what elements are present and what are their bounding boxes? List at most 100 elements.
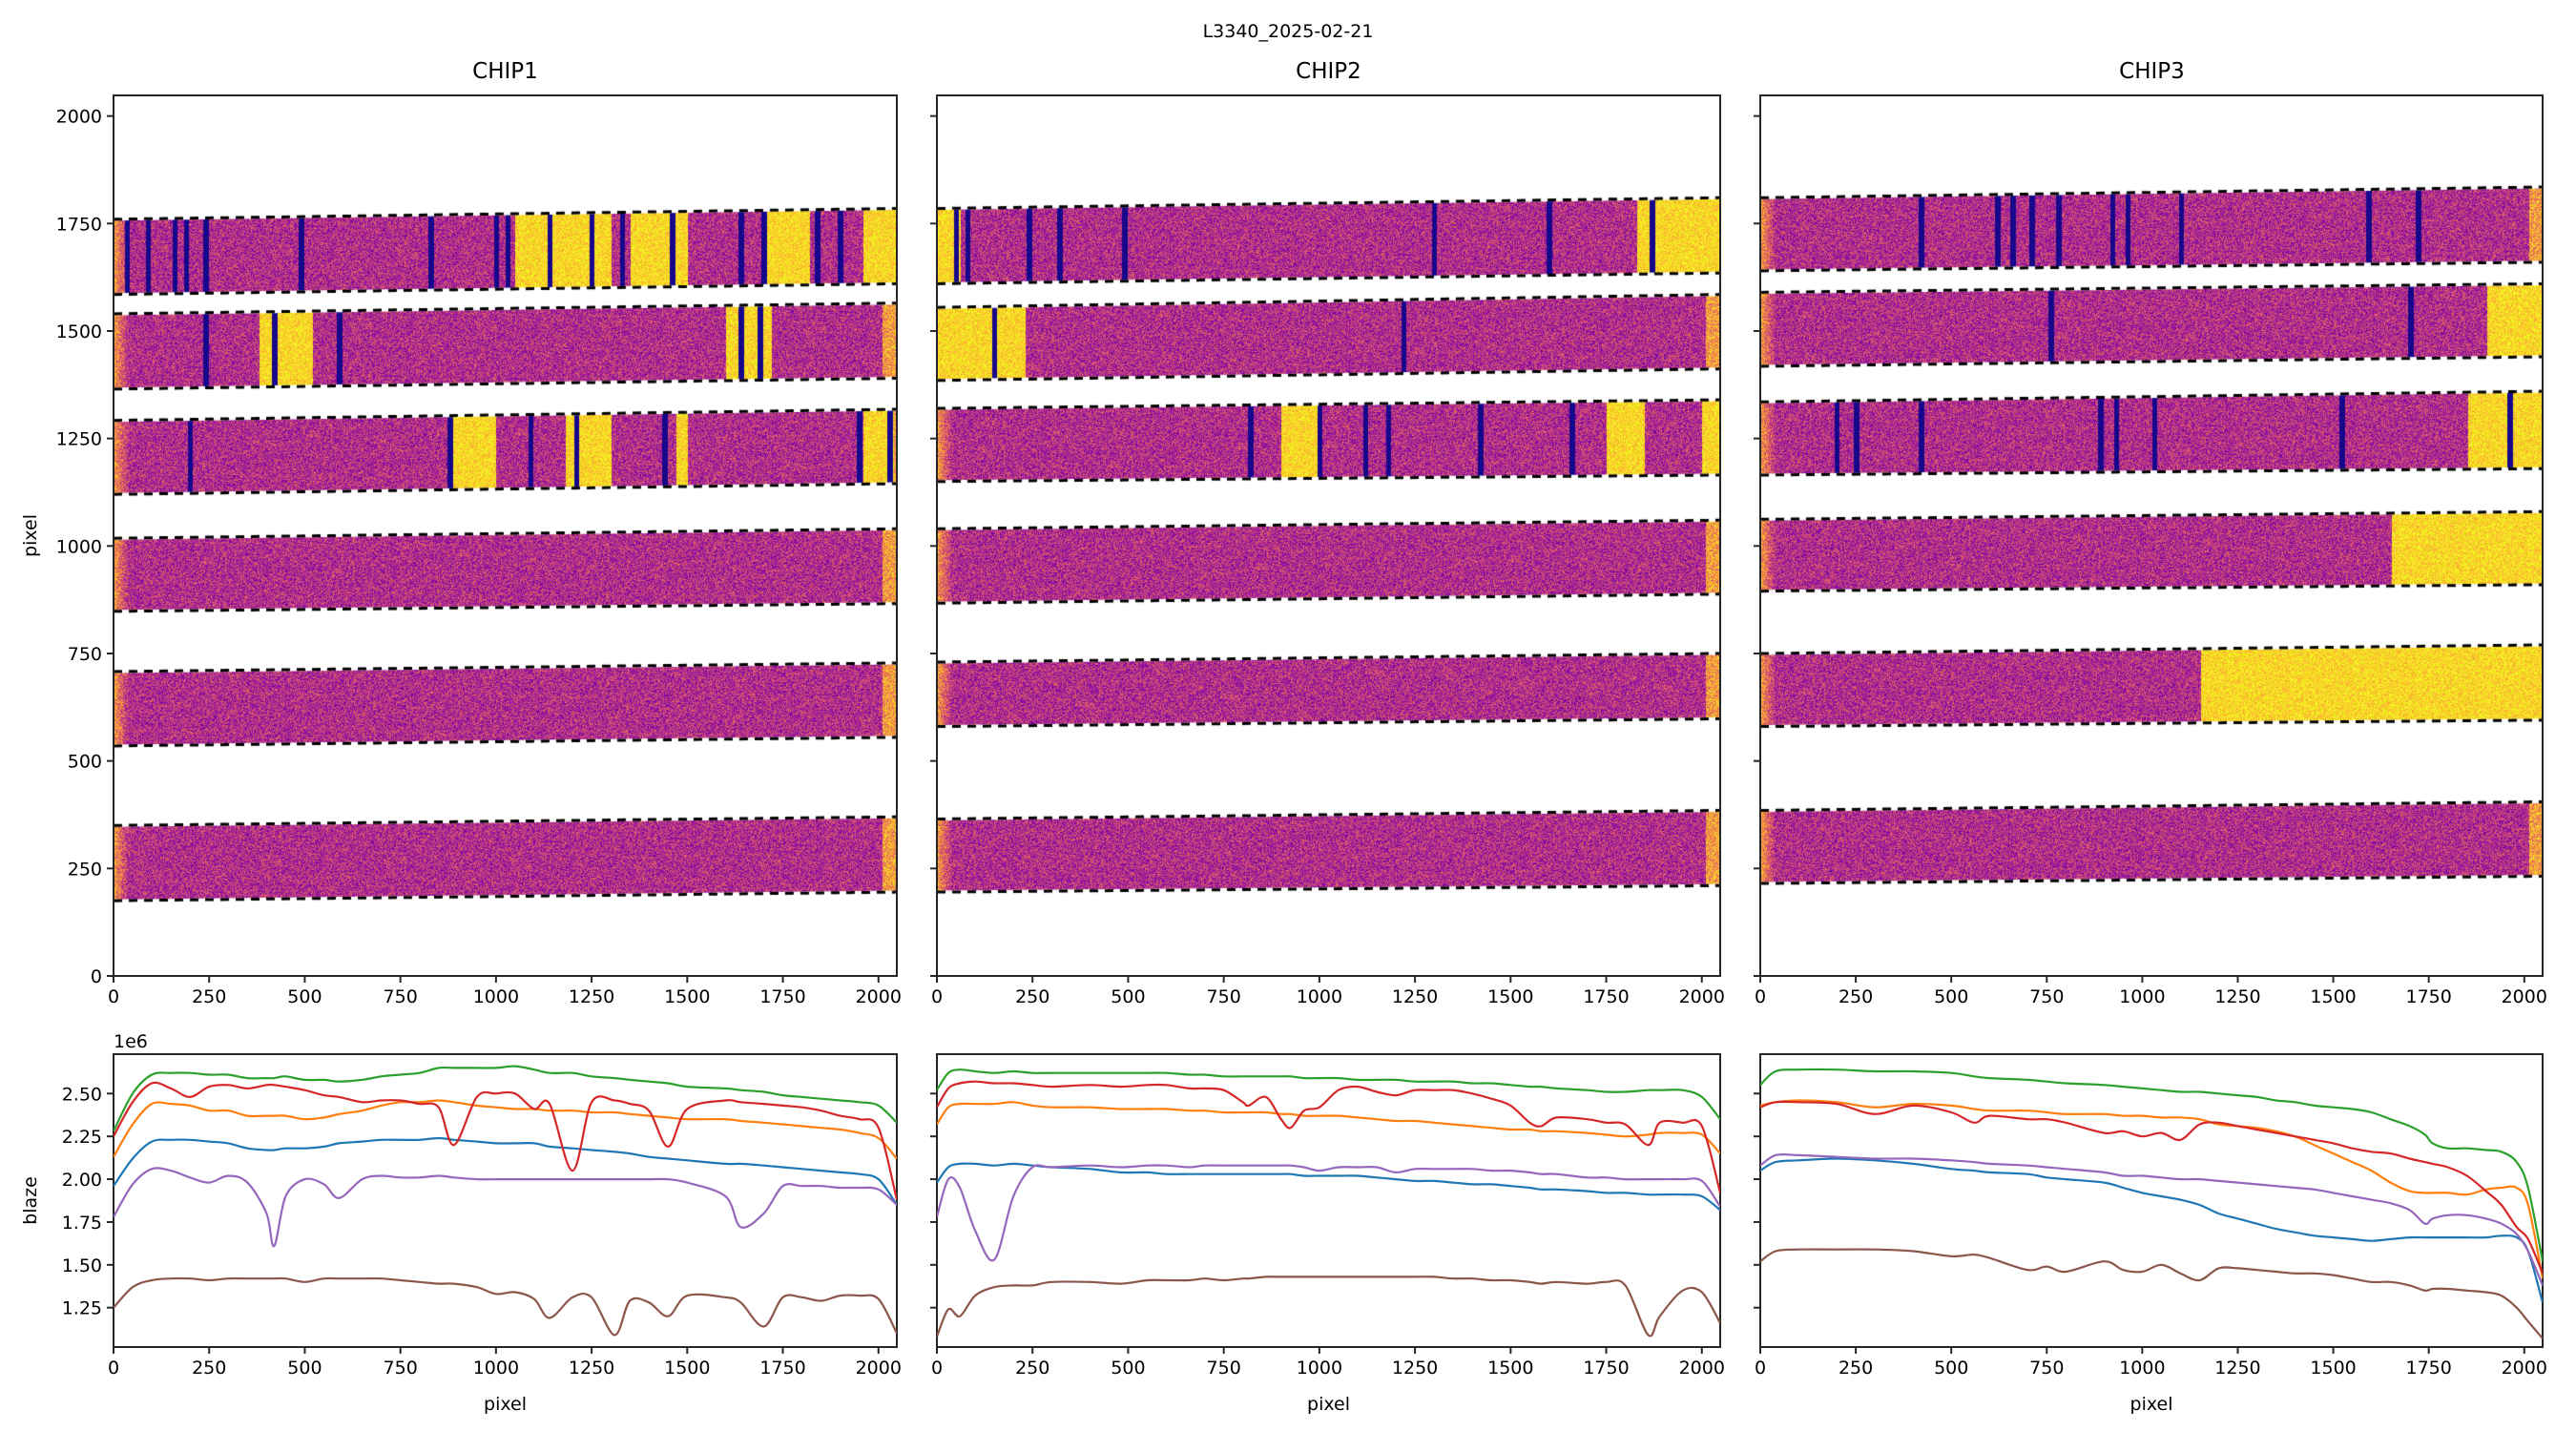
top-y-axis-label: pixel (20, 514, 41, 557)
figure-suptitle: L3340_2025-02-21 (1202, 21, 1374, 42)
x-tick-label: 2000 (2502, 986, 2547, 1007)
x-tick-label: 500 (1111, 986, 1145, 1007)
blaze-line-chip1-order1 (114, 1136, 897, 1206)
blaze-line-chip2-order3 (937, 1068, 1720, 1120)
chip2-title: CHIP2 (1296, 59, 1361, 84)
x-tick-label: 500 (1111, 1358, 1145, 1379)
x-tick-label: 1500 (664, 1358, 710, 1379)
y-tick-label: 1500 (56, 321, 102, 342)
x-tick-label: 750 (2029, 986, 2064, 1007)
x-tick-label: 1500 (1487, 1358, 1533, 1379)
x-tick-label: 0 (931, 1358, 943, 1379)
bottom-x-axis-label-1: pixel (484, 1394, 527, 1415)
x-tick-label: 1500 (2310, 986, 2356, 1007)
blaze-line-chip3-order1 (1760, 1157, 2543, 1303)
blaze-line-chip3-order6 (1760, 1248, 2543, 1339)
x-tick-label: 0 (1755, 986, 1766, 1007)
blaze-line-chip1-order3 (114, 1065, 897, 1132)
x-tick-label: 0 (108, 1358, 119, 1379)
bottom-axes-frame-2 (936, 1053, 1721, 1348)
blaze-line-chip3-order5 (1760, 1152, 2543, 1286)
bottom-y-axis-label: blaze (20, 1176, 41, 1225)
blaze-line-chip3-order4 (1760, 1100, 2543, 1275)
y-tick-label: 1.75 (62, 1213, 102, 1234)
bottom-x-axis-label-3: pixel (2130, 1394, 2173, 1415)
y-tick-label: 2000 (56, 107, 102, 128)
blaze-line-chip1-order4 (114, 1081, 897, 1200)
blaze-line-chip2-order6 (937, 1275, 1720, 1338)
x-tick-label: 750 (1207, 1358, 1241, 1379)
x-tick-label: 250 (192, 986, 226, 1007)
x-tick-label: 1250 (1392, 1358, 1438, 1379)
x-tick-label: 250 (1839, 1358, 1873, 1379)
x-tick-label: 0 (931, 986, 943, 1007)
chip3-title: CHIP3 (2119, 59, 2185, 84)
y-tick-label: 1000 (56, 536, 102, 557)
blaze-line-chip2-order4 (937, 1080, 1720, 1193)
top-axes-frame-3 (1759, 94, 2544, 977)
bottom-x-axis-label-2: pixel (1307, 1394, 1350, 1415)
x-tick-label: 500 (1934, 1358, 1968, 1379)
x-tick-label: 1750 (759, 1358, 805, 1379)
top-axes-frame-1 (113, 94, 898, 977)
x-tick-label: 2000 (856, 986, 902, 1007)
blaze-line-chip1-order5 (114, 1167, 897, 1248)
x-tick-label: 750 (1207, 986, 1241, 1007)
x-tick-label: 1250 (569, 986, 614, 1007)
chip3-spectrum-image (1760, 95, 2544, 976)
x-tick-label: 1000 (473, 986, 519, 1007)
y-tick-label: 0 (91, 966, 102, 987)
y-tick-label: 1.25 (62, 1298, 102, 1319)
x-tick-label: 500 (1934, 986, 1968, 1007)
chip2-spectrum-image (937, 95, 1720, 976)
y-tick-label: 2.25 (62, 1127, 102, 1148)
x-tick-label: 2000 (2502, 1358, 2547, 1379)
y-tick-label: 500 (68, 752, 102, 773)
x-tick-label: 750 (2029, 1358, 2064, 1379)
y-tick-label: 1250 (56, 429, 102, 450)
x-tick-label: 250 (1015, 1358, 1049, 1379)
blaze-line-chip1-order2 (114, 1099, 897, 1160)
blaze-line-chip2-order1 (937, 1162, 1720, 1212)
x-tick-label: 1250 (2214, 986, 2260, 1007)
blaze-line-chip3-order3 (1760, 1068, 2543, 1262)
x-tick-label: 2000 (1679, 986, 1725, 1007)
x-tick-label: 0 (108, 986, 119, 1007)
x-tick-label: 1500 (1487, 986, 1533, 1007)
x-tick-label: 250 (1015, 986, 1049, 1007)
x-tick-label: 1500 (664, 986, 710, 1007)
chip1-title: CHIP1 (472, 59, 538, 84)
y-tick-label: 2.50 (62, 1084, 102, 1105)
x-tick-label: 1000 (2119, 1358, 2165, 1379)
top-axes-frame-2 (936, 94, 1721, 977)
x-tick-label: 1500 (2310, 1358, 2356, 1379)
y-tick-label: 1.50 (62, 1255, 102, 1276)
x-tick-label: 1000 (2119, 986, 2165, 1007)
x-tick-label: 1750 (2406, 986, 2452, 1007)
blaze-line-chip3-order2 (1760, 1099, 2543, 1279)
y-tick-label: 1750 (56, 214, 102, 235)
chip1-spectrum-image (114, 95, 897, 976)
x-tick-label: 1000 (473, 1358, 519, 1379)
x-tick-label: 1250 (569, 1358, 614, 1379)
bottom-axes-frame-1 (113, 1053, 898, 1348)
y-tick-label: 2.00 (62, 1170, 102, 1191)
x-tick-label: 1250 (1392, 986, 1438, 1007)
x-tick-label: 1000 (1297, 986, 1342, 1007)
y-tick-label: 750 (68, 644, 102, 665)
x-tick-label: 1250 (2214, 1358, 2260, 1379)
x-tick-label: 0 (1755, 1358, 1766, 1379)
x-tick-label: 500 (287, 986, 322, 1007)
x-tick-label: 2000 (856, 1358, 902, 1379)
x-tick-label: 750 (384, 1358, 418, 1379)
x-tick-label: 1750 (1583, 986, 1629, 1007)
blaze-line-chip2-order5 (937, 1164, 1720, 1262)
x-tick-label: 250 (192, 1358, 226, 1379)
x-tick-label: 1000 (1297, 1358, 1342, 1379)
x-tick-label: 500 (287, 1358, 322, 1379)
x-tick-label: 2000 (1679, 1358, 1725, 1379)
x-tick-label: 1750 (2406, 1358, 2452, 1379)
y-tick-label: 250 (68, 859, 102, 880)
blaze-line-chip2-order2 (937, 1101, 1720, 1154)
